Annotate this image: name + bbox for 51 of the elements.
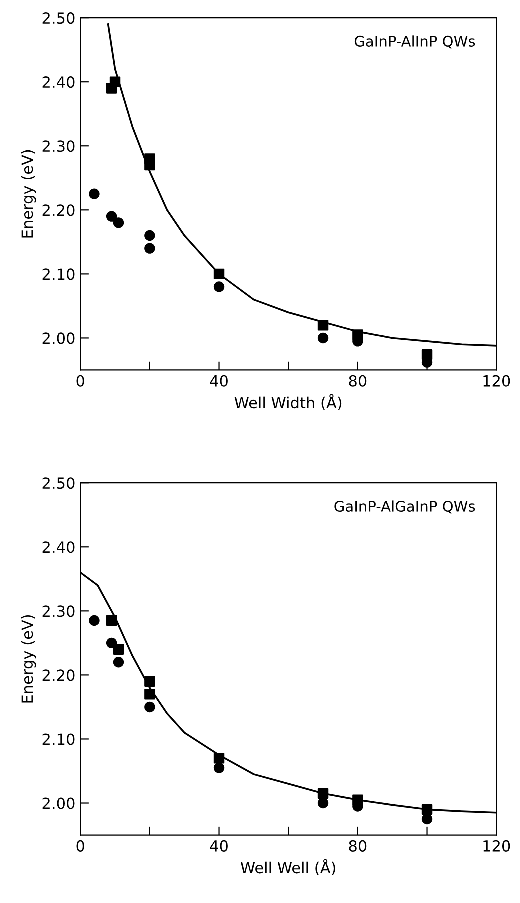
point [144, 702, 156, 713]
point [144, 243, 156, 254]
point [214, 268, 225, 280]
x-tick-label: 120 [484, 840, 510, 852]
point [422, 814, 433, 825]
x-tick-label: 40 [210, 840, 228, 852]
point [318, 798, 329, 809]
point [318, 788, 329, 800]
point [214, 762, 225, 774]
y-tick-label: 2.20 [42, 204, 75, 216]
x-tick-label: 40 [210, 375, 228, 387]
y-tick-label: 2.40 [42, 76, 75, 88]
y-tick-label: 2.20 [42, 670, 75, 682]
y-tick-label: 2.30 [42, 606, 75, 618]
x-tick-label: 0 [76, 840, 84, 852]
y-tick-label: 2.00 [42, 332, 75, 344]
point [422, 804, 433, 816]
x-tick-label: 120 [484, 375, 510, 387]
annotation: GaInP-AlInP QWs [354, 36, 476, 49]
y-axis-title: Energy (eV) [21, 615, 36, 703]
x-axis-title: Well Well (Å) [240, 859, 336, 876]
y-tick-label: 2.10 [42, 734, 75, 746]
y-tick-label: 2.40 [42, 542, 75, 554]
point [144, 230, 156, 242]
x-tick-label: 0 [76, 375, 84, 387]
point [144, 689, 156, 700]
point [144, 676, 156, 687]
point [110, 76, 121, 88]
x-tick-label: 80 [349, 840, 367, 852]
y-tick-label: 2.10 [42, 268, 75, 280]
y-axis-title: Energy (eV) [21, 150, 36, 238]
y-tick-label: 2.50 [42, 478, 75, 490]
point [318, 320, 329, 331]
x-tick-label: 80 [349, 375, 367, 387]
point [106, 211, 118, 222]
point [214, 282, 225, 292]
point [318, 332, 329, 344]
y-tick-label: 2.50 [42, 12, 75, 24]
annotation: GaInP-AlGaInP QWs [334, 500, 476, 514]
y-tick-label: 2.30 [42, 140, 75, 152]
point [113, 644, 124, 655]
point [106, 638, 118, 649]
point [214, 753, 225, 764]
point [144, 160, 156, 171]
point [89, 188, 100, 200]
point [106, 615, 118, 626]
point [89, 615, 100, 626]
point [113, 657, 124, 668]
y-tick-label: 2.00 [42, 798, 75, 810]
point [113, 218, 124, 228]
x-axis-title: Well Width (Å) [234, 394, 342, 410]
